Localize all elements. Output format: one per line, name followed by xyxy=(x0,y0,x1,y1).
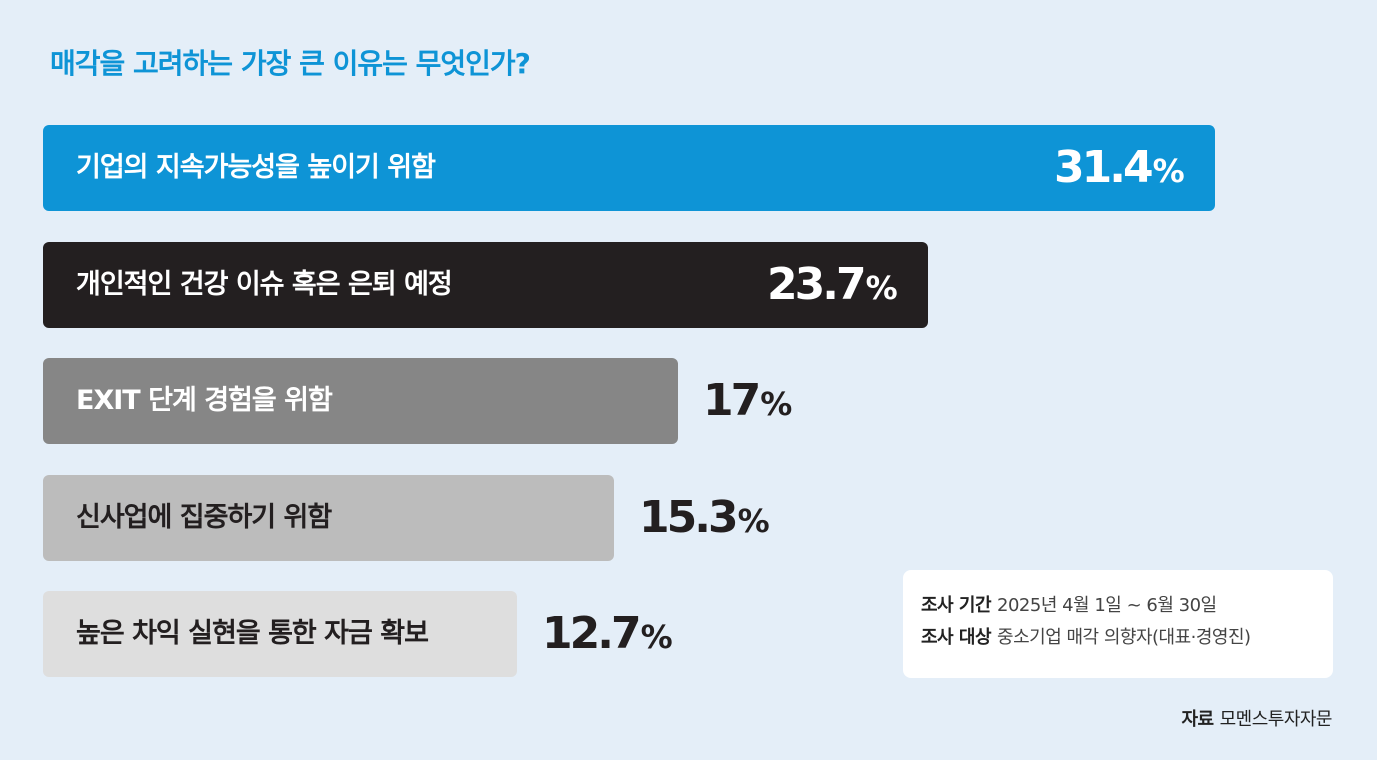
bar-category-label: 신사업에 집중하기 위함 xyxy=(76,502,332,533)
bar xyxy=(43,591,517,677)
bar-category-label: 개인적인 건강 이슈 혹은 은퇴 예정 xyxy=(76,269,453,300)
bar-value-unit: % xyxy=(760,385,793,423)
bar-value-label: 17% xyxy=(703,358,792,444)
bar-value-unit: % xyxy=(640,618,673,656)
bar xyxy=(43,125,1215,211)
bar-value-number: 12.7 xyxy=(542,608,642,659)
chart-title: 매각을 고려하는 가장 큰 이유는 무엇인가? xyxy=(50,47,531,80)
bar xyxy=(43,242,928,328)
source-value: 모멘스투자자문 xyxy=(1219,709,1333,730)
survey-period-value: 2025년 4월 1일 ~ 6월 30일 xyxy=(997,595,1217,616)
bar-value-number: 31.4 xyxy=(1054,142,1154,193)
survey-period: 조사 기간 2025년 4월 1일 ~ 6월 30일 xyxy=(921,590,1315,622)
bar-value-unit: % xyxy=(865,269,898,307)
survey-period-label: 조사 기간 xyxy=(921,595,992,616)
source-credit: 자료 모멘스투자자문 xyxy=(1181,705,1332,731)
bar-value-number: 17 xyxy=(703,375,761,426)
survey-target-label: 조사 대상 xyxy=(921,627,992,648)
bar-value-label: 15.3% xyxy=(639,475,770,561)
bar-category-label: EXIT 단계 경험을 위함 xyxy=(76,385,333,416)
bar-value-number: 23.7 xyxy=(767,259,867,310)
bar-value-label: 23.7% xyxy=(767,242,898,328)
survey-target-value: 중소기업 매각 의향자(대표·경영진) xyxy=(997,627,1251,648)
bar-value-label: 12.7% xyxy=(542,591,673,677)
bar xyxy=(43,475,614,561)
bar-value-label: 31.4% xyxy=(1054,125,1185,211)
survey-target: 조사 대상 중소기업 매각 의향자(대표·경영진) xyxy=(921,622,1315,654)
bar-category-label: 높은 차익 실현을 통한 자금 확보 xyxy=(76,618,429,649)
bar-value-number: 15.3 xyxy=(639,492,739,543)
bar-value-unit: % xyxy=(737,502,770,540)
source-label: 자료 xyxy=(1181,709,1214,730)
bar-value-unit: % xyxy=(1152,152,1185,190)
survey-info-box: 조사 기간 2025년 4월 1일 ~ 6월 30일 조사 대상 중소기업 매각 의… xyxy=(903,570,1333,678)
bar-category-label: 기업의 지속가능성을 높이기 위함 xyxy=(76,152,436,183)
bar xyxy=(43,358,678,444)
